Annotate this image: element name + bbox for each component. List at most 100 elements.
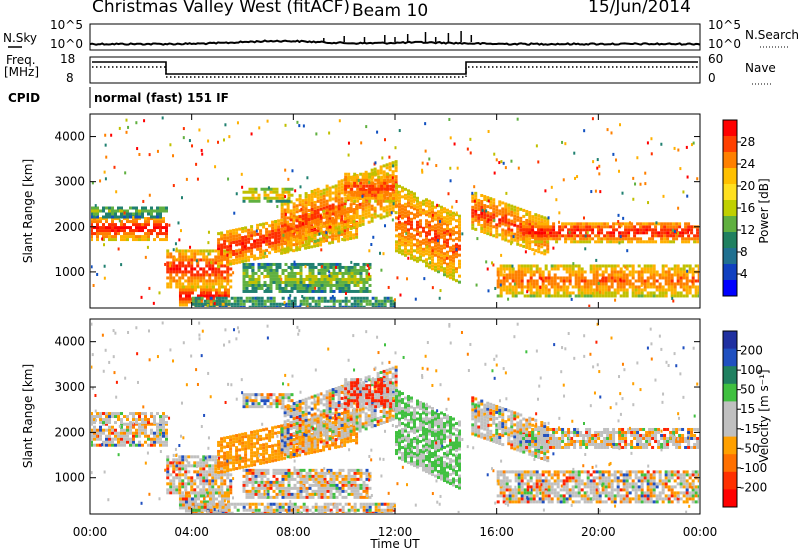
scatter-cell — [242, 299, 246, 303]
scatter-cell — [223, 288, 227, 292]
scatter-cell — [307, 221, 311, 225]
scatter-cell — [362, 181, 366, 185]
scatter-cell — [280, 203, 284, 207]
scatter-cell — [344, 302, 348, 306]
scatter-cell — [274, 222, 278, 226]
scatter-cell — [217, 232, 221, 236]
scatter-cell — [550, 279, 554, 283]
scatter-cell — [217, 256, 221, 260]
scatter-cell — [334, 199, 338, 203]
scatter-cell — [99, 443, 102, 447]
scatter-cell — [173, 256, 176, 260]
scatter-cell — [257, 299, 261, 303]
scatter-cell — [640, 273, 644, 277]
scatter-cell — [486, 229, 490, 233]
scatter-cell — [200, 296, 204, 300]
scatter-cell — [672, 240, 676, 244]
scatter-cell — [338, 299, 342, 303]
scatter-cell — [293, 302, 297, 306]
scatter-cell — [91, 217, 93, 221]
scatter-cell — [391, 182, 395, 186]
scatter-cell — [120, 215, 123, 219]
scatter-cell — [597, 237, 601, 241]
scatter-cell — [631, 288, 635, 292]
scatter-cell — [619, 123, 622, 127]
scatter-cell — [552, 222, 556, 226]
scatter-cell — [384, 224, 387, 228]
scatter-cell — [226, 494, 230, 498]
scatter-cell — [320, 248, 323, 252]
scatter-cell — [562, 282, 566, 286]
scatter-cell — [486, 232, 490, 236]
scatter-cell — [153, 431, 156, 435]
scatter-cell — [401, 210, 404, 214]
scatter-cell — [226, 276, 230, 280]
scatter-cell — [214, 491, 218, 495]
scatter-cell — [610, 273, 614, 277]
scatter-cell — [621, 234, 625, 238]
scatter-cell — [193, 279, 197, 283]
scatter-cell — [93, 418, 96, 422]
scatter-cell — [211, 294, 215, 298]
scatter-cell — [268, 251, 272, 255]
scatter-cell — [525, 218, 529, 222]
scatter-cell — [667, 273, 671, 277]
scatter-cell — [286, 234, 290, 238]
scatter-cell — [502, 282, 506, 286]
scatter-cell — [455, 255, 458, 259]
scatter-cell — [440, 205, 443, 209]
scatter-cell — [519, 234, 523, 238]
scatter-cell — [383, 296, 387, 300]
scatter-cell — [278, 302, 282, 306]
scatter-cell — [446, 250, 449, 254]
scatter-cell — [102, 421, 105, 425]
scatter-cell — [388, 162, 392, 166]
scatter-cell — [301, 211, 305, 215]
scatter-cell — [410, 238, 413, 242]
scatter-cell — [269, 190, 273, 194]
scatter-cell — [202, 288, 206, 292]
scatter-cell — [504, 223, 508, 227]
scatter-cell — [344, 283, 348, 287]
scatter-cell — [241, 444, 245, 448]
scatter-cell — [337, 231, 341, 235]
scatter-cell — [452, 256, 455, 260]
scatter-cell — [144, 422, 147, 426]
scatter-cell — [513, 223, 517, 227]
scatter-cell — [356, 178, 360, 182]
scatter-cell — [419, 204, 422, 208]
scatter-cell — [311, 289, 315, 293]
scatter-cell — [220, 264, 224, 268]
scatter-cell — [263, 187, 267, 191]
scatter-cell — [458, 238, 461, 242]
scatter-cell — [364, 206, 368, 210]
scatter-cell — [190, 288, 194, 292]
scatter-cell — [190, 276, 194, 280]
scatter-cell — [419, 240, 422, 244]
scatter-cell — [525, 222, 529, 226]
scatter-cell — [281, 296, 285, 300]
scatter-cell — [615, 237, 619, 241]
scatter-cell — [181, 300, 185, 304]
scatter-cell — [96, 229, 99, 233]
scatter-cell — [307, 236, 311, 240]
scatter-cell — [364, 200, 368, 204]
scatter-cell — [390, 211, 393, 215]
scatter-cell — [223, 436, 227, 440]
scatter-cell — [147, 418, 150, 422]
scatter-cell — [169, 485, 173, 489]
scatter-cell — [341, 265, 345, 269]
scatter-cell — [384, 191, 387, 195]
scatter-cell — [278, 305, 282, 307]
scatter-cell — [383, 302, 387, 306]
scatter-cell — [199, 249, 203, 253]
scatter-cell — [413, 192, 416, 196]
scatter-cell — [401, 225, 404, 229]
scatter-cell — [217, 273, 221, 277]
scatter-cell — [269, 305, 273, 307]
scatter-cell — [678, 231, 682, 235]
scatter-cell — [105, 422, 108, 426]
scatter-cell — [582, 228, 586, 232]
scatter-cell — [440, 253, 443, 257]
scatter-cell — [355, 209, 359, 213]
